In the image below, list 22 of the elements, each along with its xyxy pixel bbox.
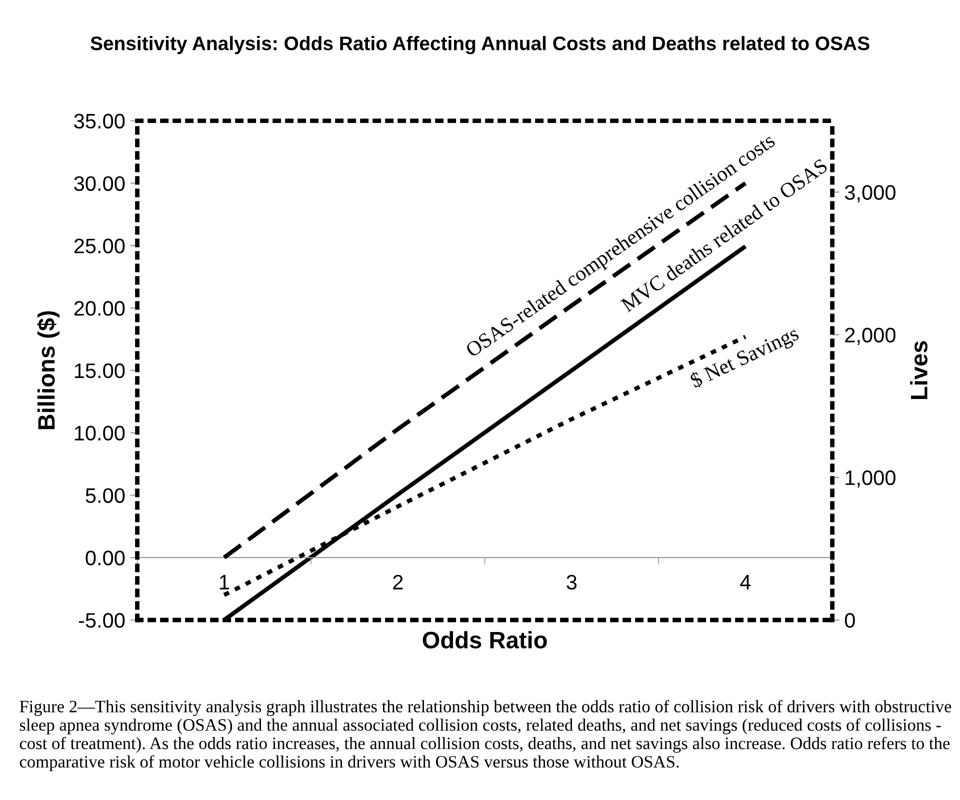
chart-title: Sensitivity Analysis: Odds Ratio Affecting Annual Costs and Deaths related to OSAS bbox=[90, 36, 870, 54]
y-tick-label: 10.00 bbox=[74, 426, 125, 441]
y2-axis-title: Lives bbox=[910, 341, 928, 400]
y-tick-label: 25.00 bbox=[74, 238, 125, 254]
y-tick-label: -5.00 bbox=[78, 613, 125, 628]
y2-tick-label: 1,000 bbox=[846, 470, 896, 488]
y2-tick-label: 0 bbox=[844, 613, 855, 628]
y-tick-label: 15.00 bbox=[74, 363, 125, 378]
x-tick-label: 2 bbox=[393, 574, 403, 590]
y-tick-label: 5.00 bbox=[86, 488, 125, 503]
y2-tick-label: 2,000 bbox=[845, 328, 896, 345]
x-tick-label: 1 bbox=[220, 575, 229, 590]
y-tick-label: 30.00 bbox=[74, 176, 125, 191]
y-tick-label: 20.00 bbox=[74, 301, 125, 316]
y-tick-label: 35.00 bbox=[74, 114, 125, 129]
x-tick-label: 3 bbox=[566, 574, 577, 590]
y-axis-title: Billions ($) bbox=[37, 311, 60, 430]
y-tick-label: 0.00 bbox=[86, 550, 125, 566]
x-axis-title: Odds Ratio bbox=[422, 631, 547, 648]
x-tick-label: 4 bbox=[740, 575, 751, 590]
y2-tick-label: 3,000 bbox=[844, 185, 896, 202]
caption: Figure 2—This sensitivity analysis graph illustrates the relationship between the odds ratio of collision risk of drivers with obstructive sleep apnea syndrome (OSAS) and the annual associated collision costs, related deaths, and net savings (reduced costs of collisions - cost of treatment). As the odds ratio increases, the annual collision costs, deaths, and net savings also increase. Odds ratio refers to the comparative risk of motor vehicle collisions in drivers with OSAS versus those without OSAS. bbox=[20, 700, 952, 772]
